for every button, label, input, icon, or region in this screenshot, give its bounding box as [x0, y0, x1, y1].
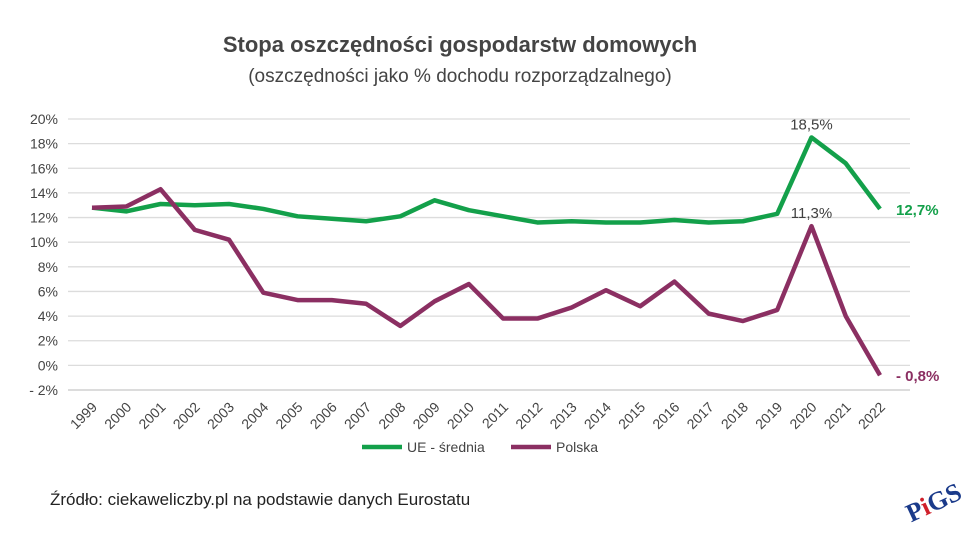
y-tick-label: 14%	[30, 185, 58, 201]
legend-label: UE - średnia	[407, 439, 485, 455]
x-tick-label: 2010	[444, 399, 477, 432]
y-tick-label: 8%	[38, 259, 58, 275]
y-tick-label: 16%	[30, 160, 58, 176]
y-tick-label: 6%	[38, 283, 58, 299]
x-tick-label: 2003	[204, 399, 237, 432]
x-tick-label: 2007	[341, 399, 374, 432]
end-value-label: - 0,8%	[896, 368, 939, 385]
y-tick-label: 20%	[30, 111, 58, 127]
legend-label: Polska	[556, 439, 598, 455]
peak-value-label: 18,5%	[790, 116, 833, 133]
x-tick-label: 2021	[821, 399, 854, 432]
x-tick-label: 2009	[409, 399, 442, 432]
x-tick-label: 2017	[683, 399, 716, 432]
y-tick-label: 12%	[30, 210, 58, 226]
x-tick-label: 2022	[855, 399, 888, 432]
x-tick-label: 2018	[718, 399, 751, 432]
x-tick-label: 2016	[649, 399, 682, 432]
series-line-ue	[91, 135, 882, 225]
y-tick-label: 10%	[30, 234, 58, 250]
y-tick-label: 0%	[38, 357, 58, 373]
chart-title: Stopa oszczędności gospodarstw domowych	[222, 32, 698, 57]
x-tick-label: 2015	[615, 399, 648, 432]
x-tick-label: 2002	[170, 399, 203, 432]
x-tick-label: 2005	[272, 399, 305, 432]
chart-subtitle: (oszczędności jako % dochodu rozporządza…	[248, 66, 672, 87]
x-tick-label: 2006	[307, 399, 340, 432]
x-tick-label: 2014	[581, 399, 614, 432]
x-tick-label: 2013	[546, 399, 579, 432]
x-tick-label: 1999	[67, 399, 100, 432]
x-tick-label: 2001	[135, 399, 168, 432]
y-tick-label: - 2%	[29, 382, 58, 398]
y-tick-label: 2%	[38, 333, 58, 349]
y-tick-label: 18%	[30, 136, 58, 152]
x-tick-label: 2004	[238, 399, 271, 432]
x-tick-label: 2000	[101, 399, 134, 432]
x-tick-label: 2019	[752, 399, 785, 432]
y-tick-label: 4%	[38, 308, 58, 324]
source-note: Źródło: ciekaweliczby.pl na podstawie da…	[50, 490, 471, 509]
end-value-label: 12,7%	[896, 202, 939, 219]
x-tick-label: 2020	[786, 399, 819, 432]
peak-value-label: 11,3%	[791, 205, 832, 222]
x-tick-label: 2011	[479, 399, 512, 432]
x-tick-label: 2012	[512, 399, 545, 432]
x-tick-label: 2008	[375, 399, 408, 432]
series-line-polska	[91, 186, 882, 377]
